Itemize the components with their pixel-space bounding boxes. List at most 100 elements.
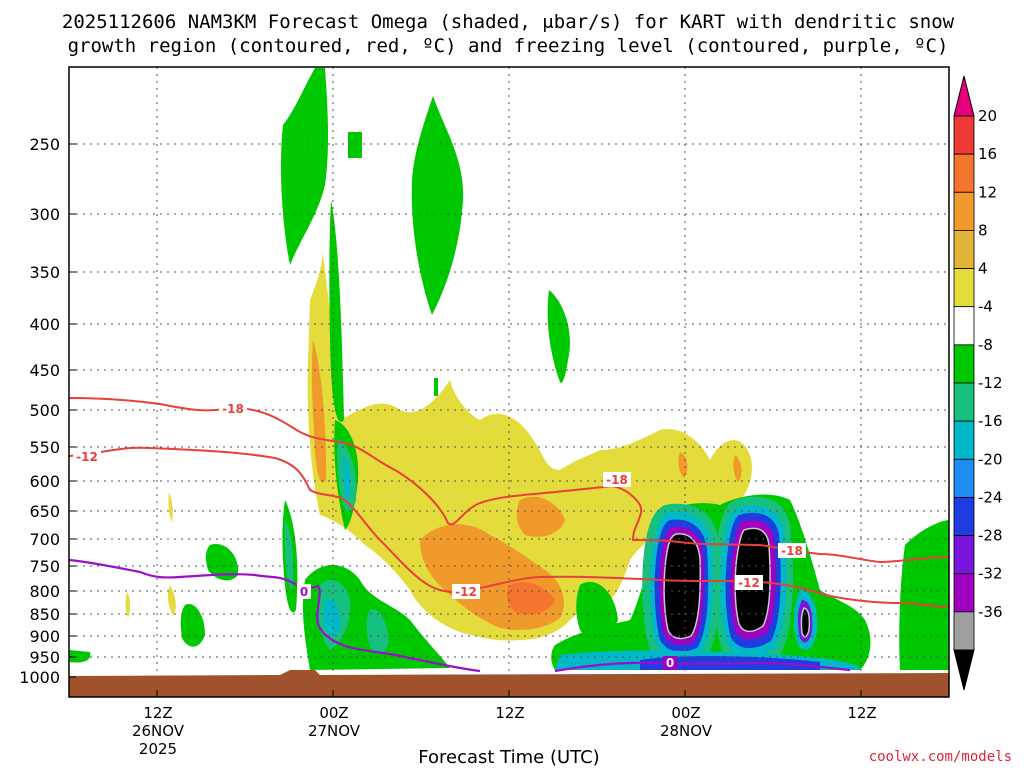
contour-zero bbox=[554, 661, 851, 673]
y-tick-label: 300 bbox=[29, 205, 60, 224]
colorbar-segment bbox=[953, 344, 975, 384]
omega-deep-core bbox=[663, 533, 701, 640]
credit-text: coolwx.com/models bbox=[869, 749, 1012, 765]
y-tick-label: 500 bbox=[29, 401, 60, 420]
contour-label: -18 bbox=[606, 473, 628, 487]
y-tick-label: 700 bbox=[29, 530, 60, 549]
x-axis: 12Z 26NOV 2025 00Z 27NOV 12Z 00Z 28NOV 1… bbox=[132, 690, 877, 758]
colorbar-label: -4 bbox=[978, 298, 993, 316]
colorbar-label: -32 bbox=[978, 565, 1003, 583]
x-tick-label: 12Z bbox=[847, 704, 876, 722]
y-tick-label: 850 bbox=[29, 605, 60, 624]
contour-minus-18 bbox=[68, 397, 950, 564]
omega-negative-region bbox=[434, 378, 438, 396]
colorbar-segment bbox=[953, 458, 975, 498]
omega-teal-band bbox=[343, 455, 351, 500]
colorbar-segment bbox=[953, 191, 975, 231]
colorbar-label: -36 bbox=[978, 603, 1003, 621]
x-axis-title: Forecast Time (UTC) bbox=[418, 747, 599, 768]
colorbar-segment bbox=[953, 382, 975, 422]
colorbar-segment bbox=[953, 230, 975, 269]
y-tick-label: 1000 bbox=[19, 668, 60, 687]
x-tick-year: 2025 bbox=[139, 740, 177, 758]
colorbar-segment bbox=[953, 573, 975, 613]
omega-deep-core bbox=[800, 607, 811, 638]
contour-label: -12 bbox=[738, 576, 760, 590]
y-tick-label: 450 bbox=[29, 361, 60, 380]
colorbar-segment bbox=[953, 153, 975, 193]
omega-negative-region bbox=[411, 96, 464, 315]
omega-teal-band bbox=[323, 599, 341, 636]
omega-negative-region bbox=[69, 650, 91, 663]
y-tick-label: 550 bbox=[29, 438, 60, 457]
colorbar-label: -8 bbox=[978, 336, 993, 354]
colorbar-label: 20 bbox=[978, 107, 997, 125]
y-tick-label: 250 bbox=[29, 135, 60, 154]
omega-negative-region bbox=[205, 544, 239, 581]
y-tick-label: 750 bbox=[29, 557, 60, 576]
omega-negative-region bbox=[576, 581, 618, 639]
contour-label: 0 bbox=[666, 656, 674, 670]
contour-label: -18 bbox=[781, 544, 803, 558]
colorbar-segment bbox=[953, 611, 975, 651]
colorbar-segment bbox=[953, 115, 975, 155]
colorbar-segment bbox=[953, 420, 975, 460]
omega-teal-band bbox=[366, 609, 389, 655]
y-tick-label: 900 bbox=[29, 627, 60, 646]
contour-label: -18 bbox=[222, 402, 244, 416]
x-tick-label: 12Z bbox=[495, 704, 524, 722]
y-tick-label: 350 bbox=[29, 263, 60, 282]
omega-teal-band bbox=[284, 520, 294, 590]
colorbar-label: -24 bbox=[978, 488, 1003, 506]
omega-orange-core bbox=[733, 455, 742, 482]
colorbar-label: 16 bbox=[978, 145, 997, 163]
omega-negative-region bbox=[180, 604, 205, 647]
x-tick-label: 00Z bbox=[671, 704, 700, 722]
contour-labels: -18 -12 -12 -18 -18 -12 0 0 bbox=[73, 401, 806, 670]
colorbar-label: 4 bbox=[978, 260, 988, 278]
omega-orange-core bbox=[506, 582, 555, 615]
omega-positive-region bbox=[167, 585, 176, 616]
contour-label: -12 bbox=[76, 450, 98, 464]
colorbar-arrow-top bbox=[953, 75, 975, 117]
x-tick-date: 26NOV bbox=[132, 722, 185, 740]
colorbar-label: -20 bbox=[978, 450, 1003, 468]
omega-positive-region bbox=[168, 492, 173, 522]
omega-positive-region bbox=[125, 592, 131, 618]
terrain-band bbox=[69, 670, 949, 697]
x-tick-date: 27NOV bbox=[308, 722, 361, 740]
colorbar-arrow-bottom bbox=[953, 649, 975, 691]
colorbar-segment bbox=[953, 535, 975, 575]
x-tick-label: 00Z bbox=[319, 704, 348, 722]
omega-negative-region bbox=[547, 290, 570, 383]
y-tick-label: 600 bbox=[29, 472, 60, 491]
colorbar-label: -12 bbox=[978, 374, 1003, 392]
y-axis: 250 300 350 400 450 500 550 600 650 700 … bbox=[19, 135, 76, 687]
omega-negative-region bbox=[348, 132, 362, 158]
omega-positive-region bbox=[307, 250, 752, 641]
contour-label: -12 bbox=[455, 585, 477, 599]
y-tick-label: 650 bbox=[29, 502, 60, 521]
contour-label: 0 bbox=[300, 585, 308, 599]
omega-negative-region bbox=[280, 68, 329, 265]
grid-lines bbox=[69, 67, 949, 697]
omega-orange-core bbox=[678, 452, 688, 478]
colorbar: 20 16 12 8 4 -4 -8 -12 -16 -20 -24 -28 -32 -36 bbox=[953, 75, 1003, 691]
x-tick-date: 28NOV bbox=[660, 722, 713, 740]
omega-negative-region bbox=[329, 200, 344, 422]
colorbar-label: 8 bbox=[978, 221, 988, 239]
chart-title-line-1: 2025112606 NAM3KM Forecast Omega (shaded… bbox=[62, 11, 955, 33]
colorbar-label: -16 bbox=[978, 412, 1003, 430]
omega-orange-core bbox=[516, 496, 565, 537]
chart-title-line-2: growth region (contoured, red, ºC) and f… bbox=[68, 35, 949, 57]
colorbar-segment bbox=[953, 268, 975, 308]
colorbar-label: -28 bbox=[978, 527, 1003, 545]
y-tick-label: 950 bbox=[29, 648, 60, 667]
colorbar-segment bbox=[953, 497, 975, 536]
colorbar-label: 12 bbox=[978, 183, 997, 201]
colorbar-segment bbox=[953, 306, 975, 346]
x-tick-label: 12Z bbox=[143, 704, 172, 722]
y-tick-label: 800 bbox=[29, 582, 60, 601]
y-tick-label: 400 bbox=[29, 315, 60, 334]
